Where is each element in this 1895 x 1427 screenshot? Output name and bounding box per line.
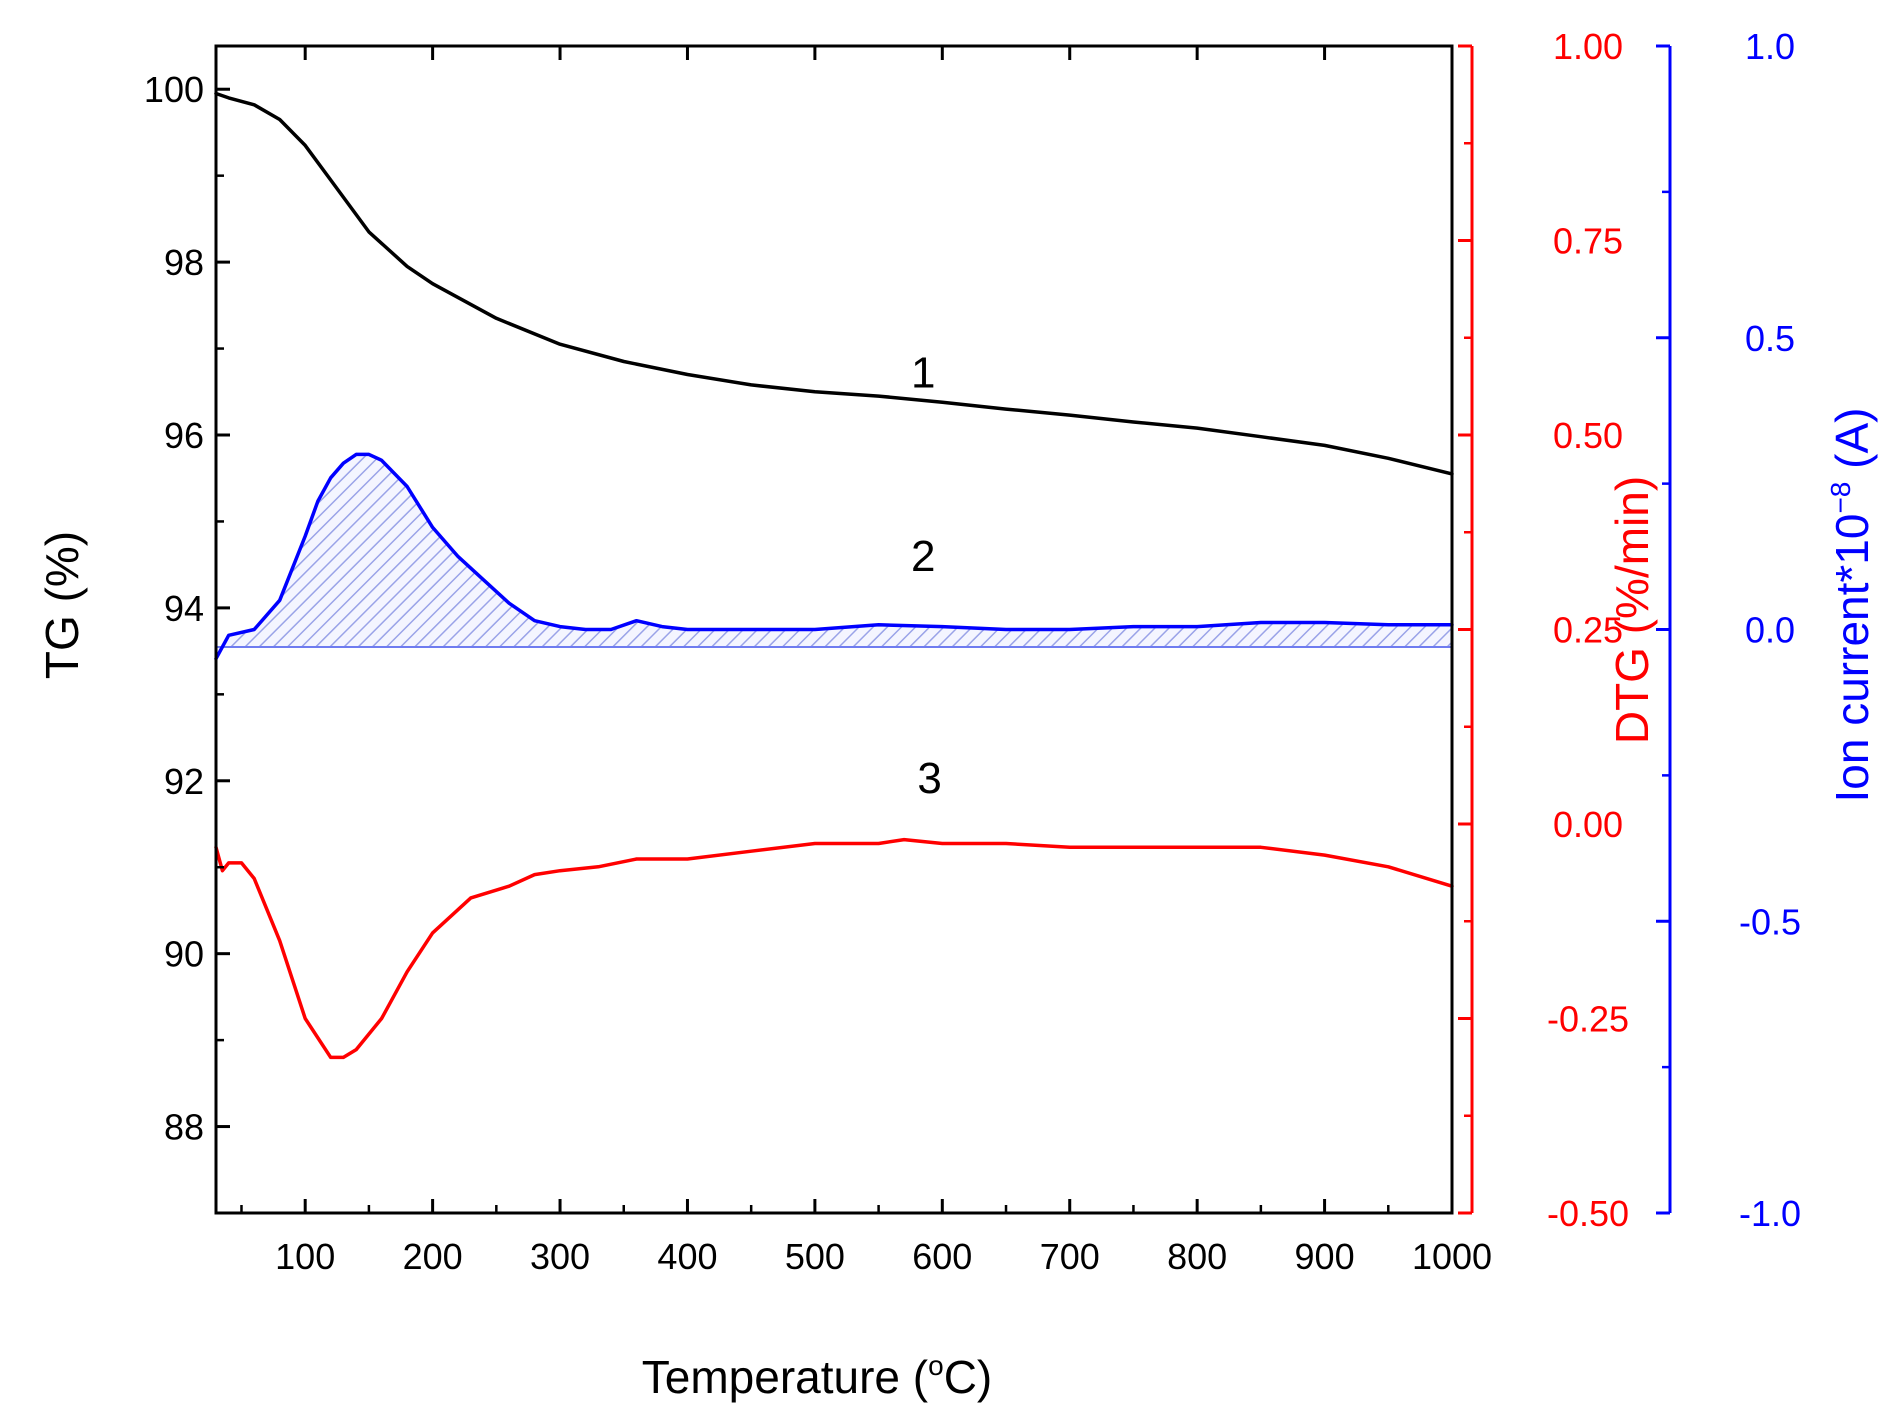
series-1-label: 1 [911,348,935,397]
plot-area: 1 2 3 [214,91,1454,1060]
tg-tick-label: 100 [144,69,204,110]
ion-tick-label: 0.0 [1745,610,1795,651]
tg-tick-label: 88 [164,1107,204,1148]
series-2-label: 2 [911,532,935,581]
dtg-tick-label: 0.25 [1553,610,1623,651]
series-2-area [216,454,1452,659]
tg-tick-label: 92 [164,761,204,802]
x-tick-label: 400 [657,1236,717,1277]
x-tick-label: 700 [1040,1236,1100,1277]
x-tick-label: 200 [403,1236,463,1277]
ion-tick-label: 0.5 [1745,318,1795,359]
series-2-line [214,452,1454,661]
x-axis-title-unit: C) [944,1351,993,1403]
dtg-tick-label: 0.50 [1553,415,1623,456]
dtg-tick-label: -0.50 [1547,1193,1629,1234]
ion-axis-title: Ion current*10−8 (A) [1825,407,1878,802]
tg-axis-title: TG (%) [36,531,88,679]
tg-tick-label: 98 [164,242,204,283]
series-3-label: 3 [917,754,941,803]
dtg-tick-label: 0.75 [1553,221,1623,262]
x-axis-title: Temperature (oC) [642,1350,992,1403]
x-tick-label: 500 [785,1236,845,1277]
axes: 100 200 300 400 500 600 700 800 900 1000 88 90 92 94 9… [144,26,1801,1277]
x-tick-label: 600 [912,1236,972,1277]
tg-tick-label: 96 [164,415,204,456]
tg-tick-label: 90 [164,934,204,975]
x-axis-title-superscript: o [928,1350,944,1381]
plot-frame [214,44,1454,1215]
dtg-tick-label: -0.25 [1547,999,1629,1040]
ion-axis-title-main: Ion current*10 [1826,514,1878,803]
ion-tick-label: 1.0 [1745,26,1795,67]
x-tick-label: 300 [530,1236,590,1277]
x-axis-title-main: Temperature ( [642,1351,929,1403]
x-tick-label: 800 [1167,1236,1227,1277]
ion-axis-title-unit: (A) [1826,407,1878,481]
ion-tick-label: -1.0 [1739,1193,1801,1234]
ion-tick-label: -0.5 [1739,901,1801,942]
x-tick-label: 1000 [1412,1236,1492,1277]
tg-tick-label: 94 [164,588,204,629]
ion-axis-title-superscript: −8 [1825,482,1856,514]
dtg-axis-title: DTG (%/min) [1606,476,1658,744]
x-tick-label: 100 [275,1236,335,1277]
x-tick-label: 900 [1295,1236,1355,1277]
series-1-line [214,91,1454,476]
series-3-line [214,837,1454,1060]
dtg-tick-label: 1.00 [1553,26,1623,67]
dtg-tick-label: 0.00 [1553,804,1623,845]
